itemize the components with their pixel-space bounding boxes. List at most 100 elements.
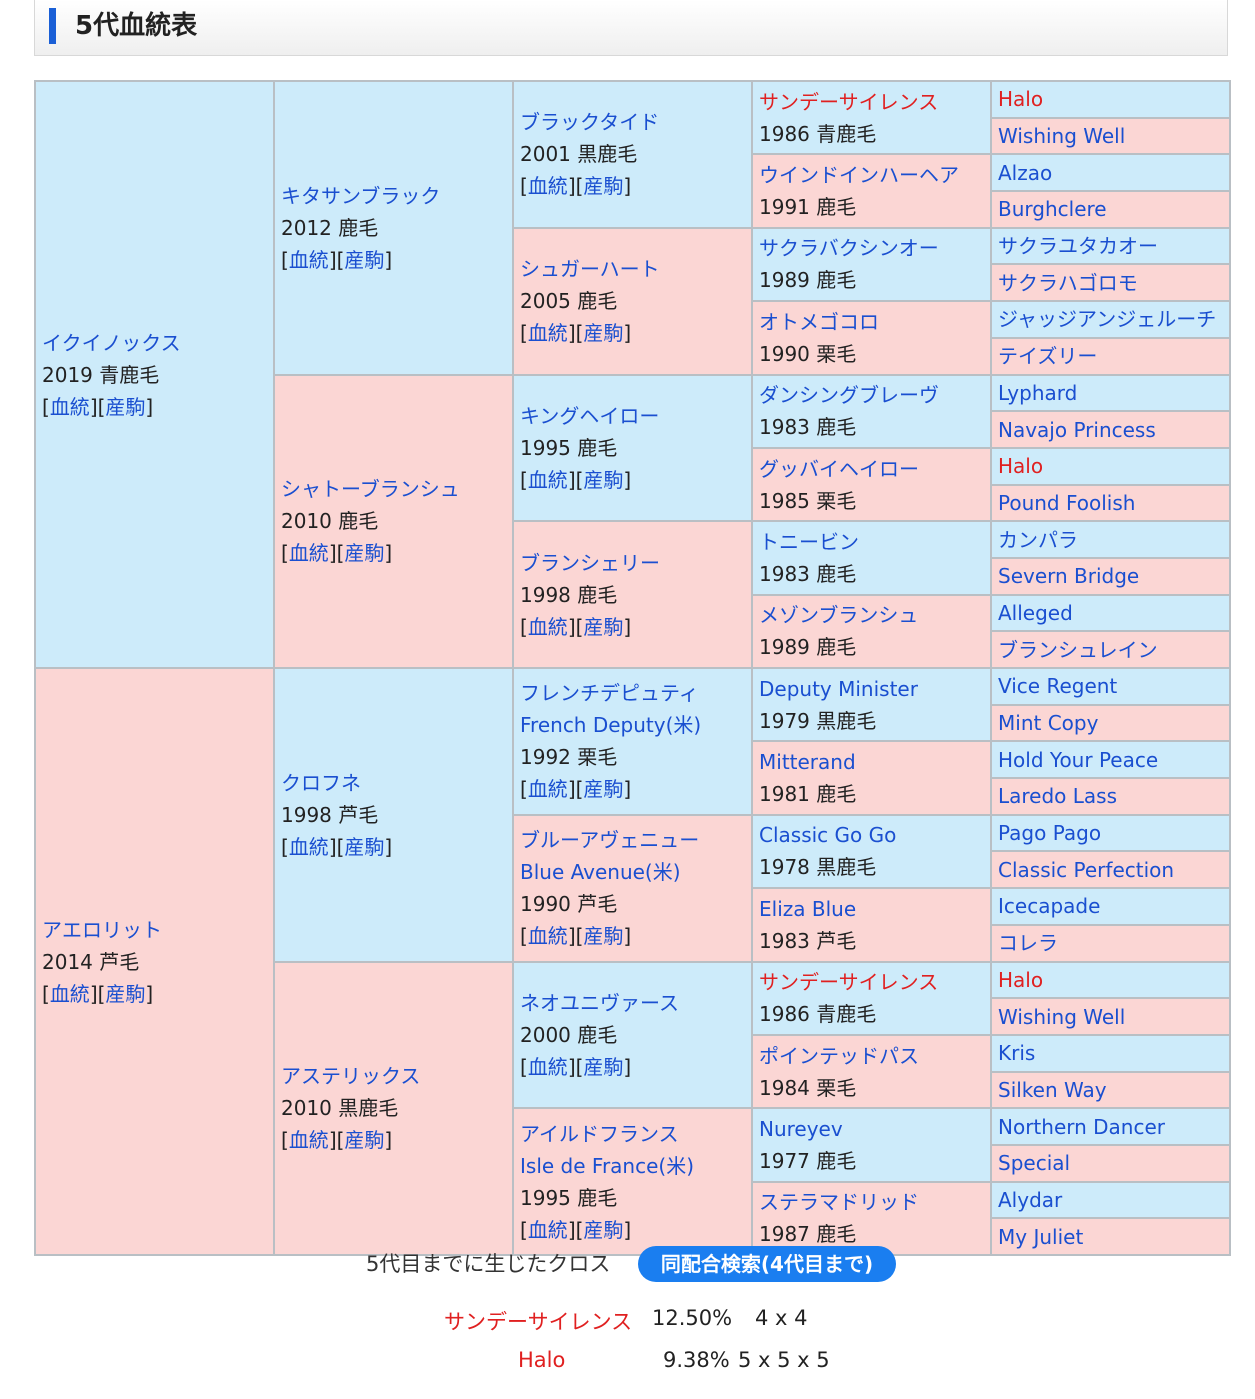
horse-name-link[interactable]: クロフネ: [281, 770, 361, 795]
horse-info: 1984 栗毛: [759, 1075, 857, 1100]
horse-name-link[interactable]: メゾンブランシュ: [759, 603, 919, 628]
horse-name-link[interactable]: オトメゴコロ: [759, 309, 879, 334]
horse-name-link[interactable]: サクラハゴロモ: [998, 270, 1138, 295]
horse-name-link[interactable]: Alleged: [998, 600, 1073, 625]
horse-name-link[interactable]: シュガーハート: [520, 257, 660, 282]
pedigree-link[interactable]: 血統: [527, 924, 568, 949]
offspring-link[interactable]: 産駒: [105, 981, 146, 1006]
horse-name-link[interactable]: コレラ: [998, 931, 1058, 956]
horse-name-link[interactable]: フレンチデピュティ: [520, 681, 699, 706]
same-mating-search-button[interactable]: 同配合検索(4代目まで): [638, 1246, 896, 1282]
pedigree-link[interactable]: 血統: [49, 981, 90, 1006]
horse-name-link[interactable]: トニービン: [759, 529, 859, 554]
horse-name-link[interactable]: Classic Go Go: [759, 823, 897, 848]
offspring-link[interactable]: 産駒: [583, 321, 624, 346]
pedigree-link[interactable]: 血統: [527, 1217, 568, 1242]
horse-name-link[interactable]: アステリックス: [281, 1064, 421, 1089]
horse-name-link[interactable]: ウインドインハーヘア: [759, 163, 959, 188]
horse-name-link[interactable]: Pound Foolish: [998, 490, 1136, 515]
pedigree-link[interactable]: 血統: [527, 1054, 568, 1079]
horse-name-link[interactable]: Lyphard: [998, 380, 1078, 405]
offspring-link[interactable]: 産駒: [344, 834, 385, 859]
horse-name-link[interactable]: Nureyev: [759, 1116, 843, 1141]
cross-horse-link[interactable]: Halo: [518, 1348, 566, 1372]
horse-name-link[interactable]: Severn Bridge: [998, 564, 1140, 589]
horse-name-link[interactable]: Pago Pago: [998, 821, 1102, 846]
horse-name-link[interactable]: Kris: [998, 1041, 1036, 1066]
horse-name-link[interactable]: ブルーアヴェニュー: [520, 828, 700, 853]
horse-name-en-link[interactable]: Blue Avenue(米): [520, 860, 681, 885]
horse-name-link[interactable]: ダンシングブレーヴ: [759, 383, 939, 408]
pedigree-link[interactable]: 血統: [527, 321, 568, 346]
horse-name-link[interactable]: グッバイヘイロー: [759, 456, 919, 481]
horse-name-link[interactable]: ポインテッドパス: [759, 1043, 919, 1068]
offspring-link[interactable]: 産駒: [105, 394, 146, 419]
horse-name-link[interactable]: アイルドフランス: [520, 1121, 679, 1146]
horse-name-link[interactable]: Laredo Lass: [998, 784, 1118, 809]
pedigree-row: シャトーブランシュ 2010 鹿毛 [血統][産駒] キングヘイロー 1995 鹿毛 [血…: [35, 373, 1231, 669]
horse-name-link[interactable]: カンパラ: [998, 527, 1078, 552]
horse-name-link[interactable]: キングヘイロー: [520, 403, 660, 428]
horse-name-link[interactable]: シャトーブランシュ: [281, 477, 460, 502]
horse-name-link[interactable]: Wishing Well: [998, 1004, 1126, 1029]
horse-name-link[interactable]: My Juliet: [998, 1224, 1084, 1249]
horse-name-link[interactable]: Halo: [998, 87, 1044, 112]
horse-name-link[interactable]: アエロリット: [42, 917, 162, 942]
horse-name-link[interactable]: サンデーサイレンス: [759, 89, 939, 114]
pedigree-cell-gen5: ブランシュレイン: [990, 630, 1231, 669]
offspring-link[interactable]: 産駒: [583, 924, 624, 949]
horse-name-link[interactable]: サンデーサイレンス: [759, 970, 939, 995]
pedigree-link[interactable]: 血統: [288, 834, 329, 859]
pedigree-link[interactable]: 血統: [527, 174, 568, 199]
horse-name-link[interactable]: ステラマドリッド: [759, 1190, 919, 1215]
horse-name-link[interactable]: ジャッジアンジェルーチ: [998, 307, 1217, 332]
horse-name-link[interactable]: Eliza Blue: [759, 896, 857, 921]
pedigree-link[interactable]: 血統: [288, 541, 329, 566]
horse-name-link[interactable]: Alzao: [998, 160, 1053, 185]
horse-name-link[interactable]: Alydar: [998, 1187, 1063, 1212]
horse-name-link[interactable]: キタサンブラック: [281, 183, 441, 208]
horse-name-link[interactable]: テイズリー: [998, 344, 1098, 369]
pedigree-link[interactable]: 血統: [527, 777, 568, 802]
offspring-link[interactable]: 産駒: [583, 1217, 624, 1242]
horse-name-en-link[interactable]: French Deputy(米): [520, 713, 702, 738]
pedigree-link[interactable]: 血統: [288, 1128, 329, 1153]
pedigree-link[interactable]: 血統: [288, 247, 329, 272]
horse-name-link[interactable]: Northern Dancer: [998, 1114, 1166, 1139]
offspring-link[interactable]: 産駒: [583, 467, 624, 492]
horse-name-link[interactable]: Deputy Minister: [759, 676, 918, 701]
offspring-link[interactable]: 産駒: [344, 541, 385, 566]
horse-name-link[interactable]: Silken Way: [998, 1077, 1107, 1102]
horse-name-link[interactable]: Classic Perfection: [998, 857, 1175, 882]
horse-name-link[interactable]: Special: [998, 1151, 1071, 1176]
horse-name-link[interactable]: Halo: [998, 967, 1044, 992]
cross-horse-link[interactable]: サンデーサイレンス: [444, 1310, 633, 1334]
offspring-link[interactable]: 産駒: [583, 777, 624, 802]
horse-name-link[interactable]: サクラバクシンオー: [759, 236, 939, 261]
offspring-link[interactable]: 産駒: [583, 1054, 624, 1079]
horse-name-link[interactable]: Mint Copy: [998, 711, 1099, 736]
horse-name-en-link[interactable]: Isle de France(米): [520, 1153, 695, 1178]
horse-name-link[interactable]: ブランシュレイン: [998, 637, 1158, 662]
horse-name-link[interactable]: Navajo Princess: [998, 417, 1156, 442]
offspring-link[interactable]: 産駒: [583, 614, 624, 639]
horse-name-link[interactable]: Halo: [998, 454, 1044, 479]
horse-name-link[interactable]: サクラユタカオー: [998, 234, 1158, 259]
horse-name-link[interactable]: Hold Your Peace: [998, 747, 1159, 772]
horse-name-link[interactable]: Burghclere: [998, 197, 1107, 222]
pedigree-link[interactable]: 血統: [527, 614, 568, 639]
horse-name-link[interactable]: Wishing Well: [998, 124, 1126, 149]
horse-name-link[interactable]: Icecapade: [998, 894, 1101, 919]
horse-name-link[interactable]: イクイノックス: [42, 330, 181, 355]
offspring-link[interactable]: 産駒: [344, 247, 385, 272]
pedigree-link[interactable]: 血統: [49, 394, 90, 419]
pedigree-link[interactable]: 血統: [527, 467, 568, 492]
horse-name-link[interactable]: ネオユニヴァース: [520, 990, 679, 1015]
offspring-link[interactable]: 産駒: [583, 174, 624, 199]
horse-name-link[interactable]: Mitterand: [759, 750, 856, 775]
horse-name-link[interactable]: ブランシェリー: [520, 550, 660, 575]
offspring-link[interactable]: 産駒: [344, 1128, 385, 1153]
horse-name-link[interactable]: Vice Regent: [998, 674, 1118, 699]
horse-name-link[interactable]: ブラックタイド: [520, 110, 660, 135]
pedigree-cell-gen3: ブランシェリー 1998 鹿毛 [血統][産駒]: [512, 520, 753, 669]
